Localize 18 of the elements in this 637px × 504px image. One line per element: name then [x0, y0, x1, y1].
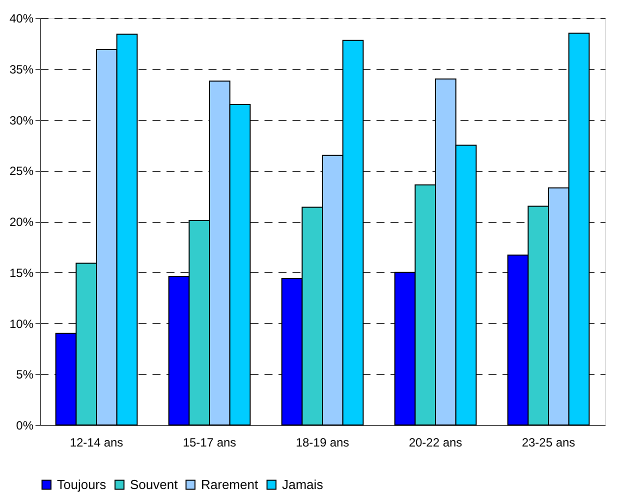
y-tick-label: 40% — [9, 12, 34, 26]
y-tick-label: 25% — [9, 164, 34, 178]
y-tick-label: 30% — [9, 113, 34, 128]
y-tick-label: 20% — [9, 215, 34, 229]
y-tick-label: 0% — [16, 418, 34, 432]
x-tick-label: 20-22 ans — [408, 436, 462, 450]
y-tick-label: 5% — [16, 368, 34, 382]
legend-label: Jamais — [282, 476, 324, 492]
x-tick-label: 18-19 ans — [296, 436, 350, 450]
y-tick-label: 10% — [9, 316, 34, 331]
x-tick-label: 23-25 ans — [522, 436, 576, 450]
legend-label: Rarement — [201, 476, 258, 492]
x-tick-label: 12-14 ans — [70, 436, 124, 450]
y-tick-label: 35% — [9, 62, 34, 76]
y-tick-label: 15% — [9, 266, 34, 280]
legend-label: Toujours — [57, 476, 107, 492]
x-tick-label: 15-17 ans — [182, 436, 236, 450]
legend-label: Souvent — [130, 476, 178, 492]
